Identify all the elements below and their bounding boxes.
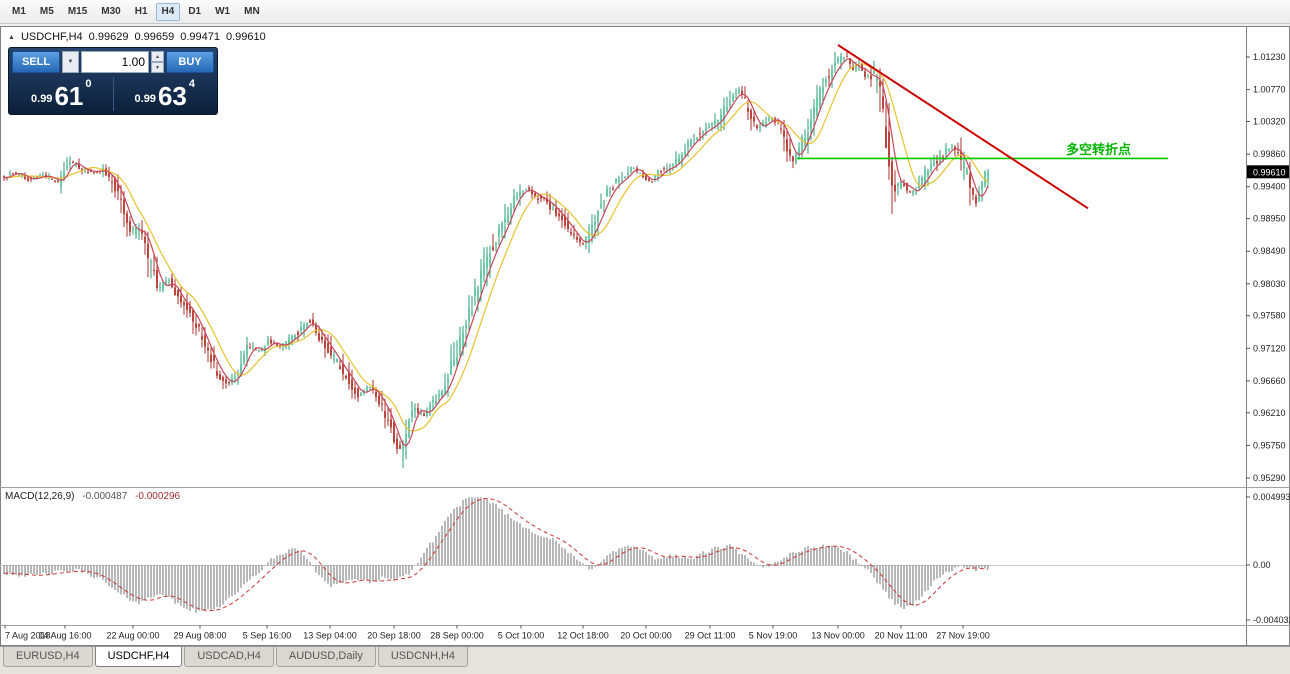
ohlc-open: 0.99629 (88, 31, 129, 43)
timeframe-button-m1[interactable]: M1 (12, 5, 26, 17)
date-axis-label: 12 Oct 18:00 (557, 631, 609, 641)
chart-tab-bar: EURUSD,H4 USDCHF,H4 USDCAD,H4 AUDUSD,Daily U… (0, 646, 1290, 674)
price-axis-label: 0.95750 (1253, 440, 1286, 450)
macd-value-signal: -0.000296 (135, 491, 181, 502)
macd-indicator-label: MACD(12,26,9) -0.000487 -0.000296 (5, 491, 180, 502)
date-axis-label: 22 Aug 00:00 (106, 631, 159, 641)
one-click-trading-panel: SELL ▼ ▲ ▼ BUY 0.99 61 0 0.99 63 4 (8, 47, 218, 115)
tab-usdchf-h4[interactable]: USDCHF,H4 (94, 647, 183, 667)
timeframe-toolbar: M1 M5 M15 M30 H1 H4 D1 W1 MN (0, 0, 1290, 24)
buy-price-sup: 4 (188, 78, 195, 90)
tab-usdcad-h4[interactable]: USDCAD,H4 (184, 647, 274, 667)
timeframe-button-w1[interactable]: W1 (215, 5, 231, 17)
price-axis-label: 1.00320 (1253, 117, 1286, 127)
price-axis-label: 0.96210 (1253, 408, 1286, 418)
tab-usdcnh-h4[interactable]: USDCNH,H4 (377, 647, 469, 667)
volume-stepper: ▲ ▼ (151, 51, 164, 73)
symbol-name: USDCHF,H4 (20, 31, 83, 43)
price-axis-label: 0.98950 (1253, 214, 1286, 224)
price-axis-label: 0.99860 (1253, 149, 1286, 159)
tab-audusd-daily[interactable]: AUDUSD,Daily (275, 647, 376, 667)
sell-price-sup: 0 (85, 78, 92, 90)
date-axis-label: 7 Aug 2018 (5, 631, 51, 641)
stepper-up-icon[interactable]: ▲ (151, 51, 164, 62)
tab-eurusd-h4[interactable]: EURUSD,H4 (3, 647, 93, 667)
sell-button[interactable]: SELL (12, 51, 60, 73)
descending-trendline[interactable] (837, 44, 1089, 210)
volume-input[interactable] (81, 51, 149, 73)
ma-red-line (3, 58, 989, 447)
date-axis-label: 13 Nov 00:00 (811, 631, 865, 641)
price-axis-label: 1.00770 (1253, 85, 1286, 95)
price-axis-label: 0.96660 (1253, 376, 1286, 386)
date-axis-label: 13 Sep 04:00 (303, 631, 357, 641)
buy-price: 0.99 63 4 (116, 75, 215, 111)
macd-name: MACD(12,26,9) (5, 491, 75, 502)
chevron-down-icon: ▼ (67, 59, 74, 65)
date-axis-label: 5 Oct 10:00 (498, 631, 545, 641)
macd-histogram (3, 497, 989, 613)
price-axis-label: 0.98490 (1253, 246, 1286, 256)
date-axis-label: 20 Sep 18:00 (367, 631, 421, 641)
buy-price-base: 0.99 (134, 93, 156, 105)
ohlc-close: 0.99610 (225, 31, 266, 43)
sell-price-base: 0.99 (31, 93, 53, 105)
date-axis-label: 28 Sep 00:00 (430, 631, 484, 641)
price-divider (112, 77, 114, 111)
timeframe-button-mn[interactable]: MN (244, 5, 260, 17)
timeframe-button-m30[interactable]: M30 (101, 5, 121, 17)
stepper-down-icon[interactable]: ▼ (151, 62, 164, 73)
date-axis-label: 20 Nov 11:00 (875, 631, 928, 641)
ma-yellow-line (3, 63, 989, 432)
date-axis-label: 27 Nov 19:00 (936, 631, 990, 641)
turning-point-annotation[interactable]: 多空转折点 (1066, 142, 1132, 157)
date-axis-label: 20 Oct 00:00 (620, 631, 672, 641)
price-axis-label: 0.99400 (1253, 182, 1286, 192)
date-axis-label: 5 Nov 19:00 (749, 631, 798, 641)
chart-background (0, 26, 1290, 646)
date-axis-label: 5 Sep 16:00 (243, 631, 292, 641)
sell-price-big: 61 (54, 81, 84, 111)
volume-dropdown[interactable]: ▼ (62, 51, 79, 73)
macd-axis-label: 0.004993 (1253, 492, 1290, 502)
macd-axis-label: 0.00 (1253, 560, 1271, 570)
current-price-label: 0.99610 (1253, 167, 1286, 177)
date-axis-label: 14 Aug 16:00 (38, 631, 91, 641)
macd-value-main: -0.000487 (82, 491, 128, 502)
price-axis-label: 0.95290 (1253, 473, 1286, 483)
sell-price: 0.99 61 0 (12, 75, 111, 111)
date-axis-label: 29 Oct 11:00 (685, 631, 736, 641)
timeframe-button-m5[interactable]: M5 (39, 5, 54, 17)
price-axis-label: 0.97120 (1253, 343, 1286, 353)
ohlc-high: 0.99659 (134, 31, 175, 43)
ohlc-low: 0.99471 (180, 31, 220, 43)
price-axis-label: 0.97580 (1253, 311, 1286, 321)
panel-collapse-icon[interactable]: ▲ (8, 33, 15, 41)
buy-button[interactable]: BUY (166, 51, 214, 73)
symbol-header: ▲ USDCHF,H4 0.99629 0.99659 0.99471 0.99… (8, 31, 266, 43)
price-axis-label: 1.01230 (1253, 52, 1286, 62)
price-axis-label: 0.98030 (1253, 279, 1286, 289)
current-price-box (1247, 165, 1289, 179)
timeframe-button-h1[interactable]: H1 (134, 5, 148, 17)
macd-axis-label: -0.004032 (1253, 615, 1290, 625)
timeframe-button-m15[interactable]: M15 (67, 5, 88, 17)
buy-price-big: 63 (157, 81, 187, 111)
date-axis-label: 29 Aug 08:00 (173, 631, 226, 641)
timeframe-button-h4[interactable]: H4 (155, 2, 181, 21)
timeframe-button-d1[interactable]: D1 (188, 5, 202, 17)
